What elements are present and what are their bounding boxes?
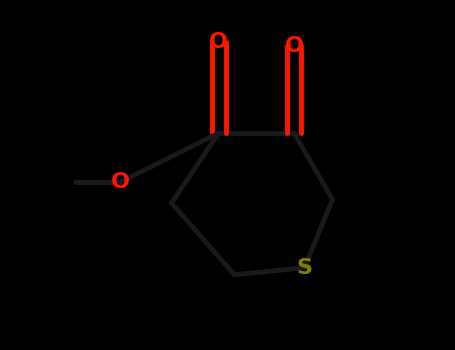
Text: O: O <box>209 32 228 52</box>
Text: O: O <box>111 172 130 192</box>
Text: O: O <box>284 35 303 56</box>
Text: S: S <box>297 258 313 278</box>
